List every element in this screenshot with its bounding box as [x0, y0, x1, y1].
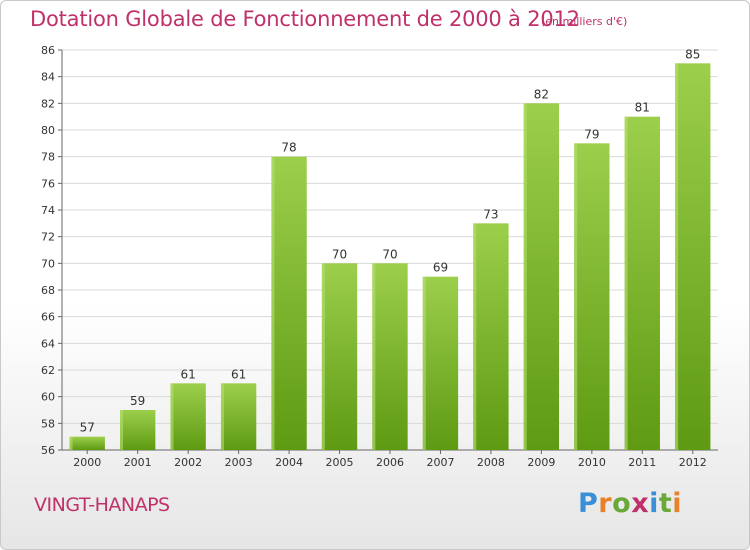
- proxiti-logo: Proxiti: [578, 488, 682, 519]
- y-tick-label: 56: [41, 444, 55, 457]
- x-tick-label: 2001: [124, 456, 152, 469]
- y-tick-label: 72: [41, 231, 55, 244]
- bar: [574, 143, 610, 451]
- data-label: 78: [281, 141, 296, 155]
- y-tick-label: 68: [41, 284, 55, 297]
- bar: [523, 103, 560, 450]
- data-label: 73: [483, 207, 498, 221]
- data-label: 61: [231, 367, 246, 381]
- bar-highlight: [170, 383, 174, 450]
- y-tick-label: 84: [41, 71, 55, 84]
- logo-letter: i: [672, 488, 683, 519]
- logo-letter: o: [612, 488, 632, 519]
- logo-letter: t: [658, 488, 673, 519]
- data-label: 70: [332, 247, 347, 261]
- bar-highlight: [220, 383, 224, 450]
- y-tick-label: 80: [41, 124, 55, 137]
- y-tick-label: 58: [41, 417, 55, 430]
- y-tick-label: 76: [41, 177, 55, 190]
- bar-highlight: [321, 263, 325, 450]
- x-tick-label: 2008: [477, 456, 505, 469]
- y-tick-label: 86: [41, 44, 55, 57]
- tick-labels: 56 58 60 62 64 66 68 70 72 74 76 78 80 82 84 86 2000 2001…: [41, 44, 707, 469]
- bar-highlight: [271, 156, 275, 450]
- x-tick-label: 2010: [578, 456, 606, 469]
- y-tick-label: 82: [41, 97, 55, 110]
- bar: [675, 63, 711, 450]
- bar: [473, 223, 509, 450]
- x-tick-label: 2009: [527, 456, 555, 469]
- bar: [220, 383, 257, 450]
- data-label: 85: [685, 47, 700, 61]
- bar-highlight: [574, 143, 578, 451]
- x-tick-label: 2012: [679, 456, 707, 469]
- bar: [271, 156, 307, 450]
- data-labels: 57 59 61 61 78 70 70 69 73 82 79 81 85: [80, 47, 701, 434]
- commune-name: VINGT-HANAPS: [34, 494, 170, 516]
- chart-subtitle: (en milliers d'€): [541, 15, 628, 28]
- logo-letter: P: [578, 488, 599, 519]
- data-label: 81: [635, 101, 650, 115]
- x-tick-label: 2000: [73, 456, 101, 469]
- chart-title: Dotation Globale de Fonctionnement de 20…: [30, 7, 580, 31]
- x-tick-label: 2011: [628, 456, 656, 469]
- x-tick-label: 2007: [426, 456, 454, 469]
- bars: [69, 63, 711, 451]
- x-tick-label: 2006: [376, 456, 404, 469]
- bar: [170, 383, 206, 450]
- bar: [422, 276, 459, 450]
- logo-letter: x: [631, 488, 650, 519]
- y-tick-label: 78: [41, 151, 55, 164]
- y-tick-label: 66: [41, 311, 55, 324]
- bar: [321, 263, 358, 450]
- data-label: 70: [382, 247, 397, 261]
- y-tick-label: 60: [41, 391, 55, 404]
- bar: [372, 263, 408, 450]
- bar: [624, 116, 660, 451]
- bar-highlight: [422, 276, 426, 450]
- x-tick-label: 2002: [174, 456, 202, 469]
- logo-letter: r: [598, 488, 613, 519]
- data-label: 69: [433, 261, 448, 275]
- logo-letter: i: [649, 488, 659, 519]
- x-tick-label: 2004: [275, 456, 303, 469]
- bar-highlight: [372, 263, 376, 450]
- y-tick-label: 74: [41, 204, 55, 217]
- data-label: 82: [534, 87, 549, 101]
- y-tick-label: 64: [41, 337, 55, 350]
- bar-highlight: [473, 223, 477, 450]
- data-label: 61: [181, 367, 196, 381]
- bar-highlight: [675, 63, 679, 450]
- data-label: 59: [130, 394, 145, 408]
- x-tick-label: 2003: [225, 456, 253, 469]
- data-label: 79: [584, 127, 599, 141]
- bar-highlight: [120, 410, 124, 450]
- bar: [69, 436, 105, 450]
- bar: [120, 410, 156, 450]
- bar-highlight: [624, 116, 628, 451]
- bar-highlight: [523, 103, 527, 450]
- y-tick-label: 70: [41, 257, 55, 270]
- data-label: 57: [80, 421, 95, 435]
- y-tick-label: 62: [41, 364, 55, 377]
- x-tick-label: 2005: [326, 456, 354, 469]
- bar-highlight: [69, 436, 73, 450]
